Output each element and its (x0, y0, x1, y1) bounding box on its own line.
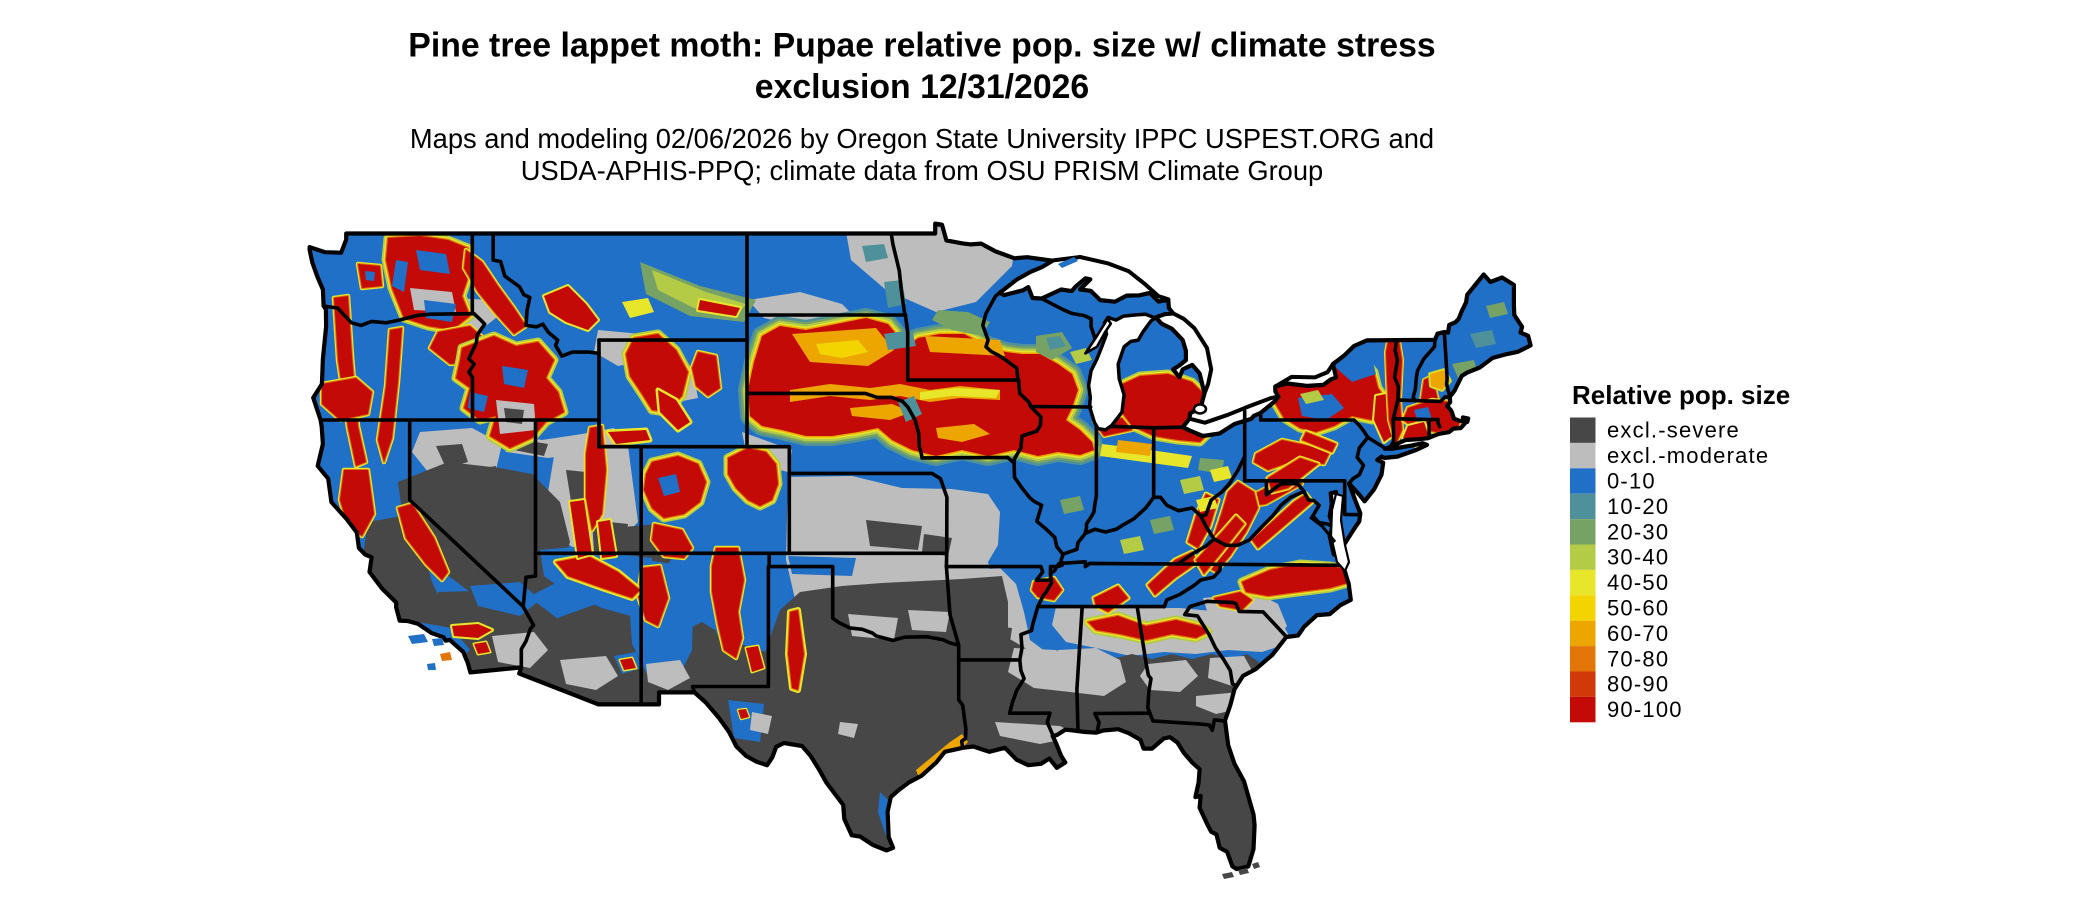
svg-text:30-40: 30-40 (1607, 545, 1669, 570)
svg-text:20-30: 20-30 (1607, 519, 1669, 544)
svg-text:80-90: 80-90 (1607, 672, 1669, 697)
svg-text:90-100: 90-100 (1607, 697, 1683, 722)
svg-text:50-60: 50-60 (1607, 596, 1669, 621)
svg-text:40-50: 40-50 (1607, 570, 1669, 595)
svg-text:excl.-moderate: excl.-moderate (1607, 443, 1769, 468)
svg-text:10-20: 10-20 (1607, 494, 1669, 519)
svg-text:60-70: 60-70 (1607, 621, 1669, 646)
svg-text:USDA-APHIS-PPQ; climate data f: USDA-APHIS-PPQ; climate data from OSU PR… (521, 155, 1323, 186)
svg-text:Relative pop. size: Relative pop. size (1572, 380, 1790, 410)
svg-text:0-10: 0-10 (1607, 469, 1656, 494)
svg-text:Maps and modeling 02/06/2026 b: Maps and modeling 02/06/2026 by Oregon S… (410, 123, 1434, 154)
svg-text:Pine tree lappet moth: Pupae r: Pine tree lappet moth: Pupae relative po… (408, 27, 1435, 65)
svg-text:exclusion 12/31/2026: exclusion 12/31/2026 (755, 68, 1089, 106)
svg-text:excl.-severe: excl.-severe (1607, 418, 1740, 443)
svg-text:70-80: 70-80 (1607, 646, 1669, 671)
